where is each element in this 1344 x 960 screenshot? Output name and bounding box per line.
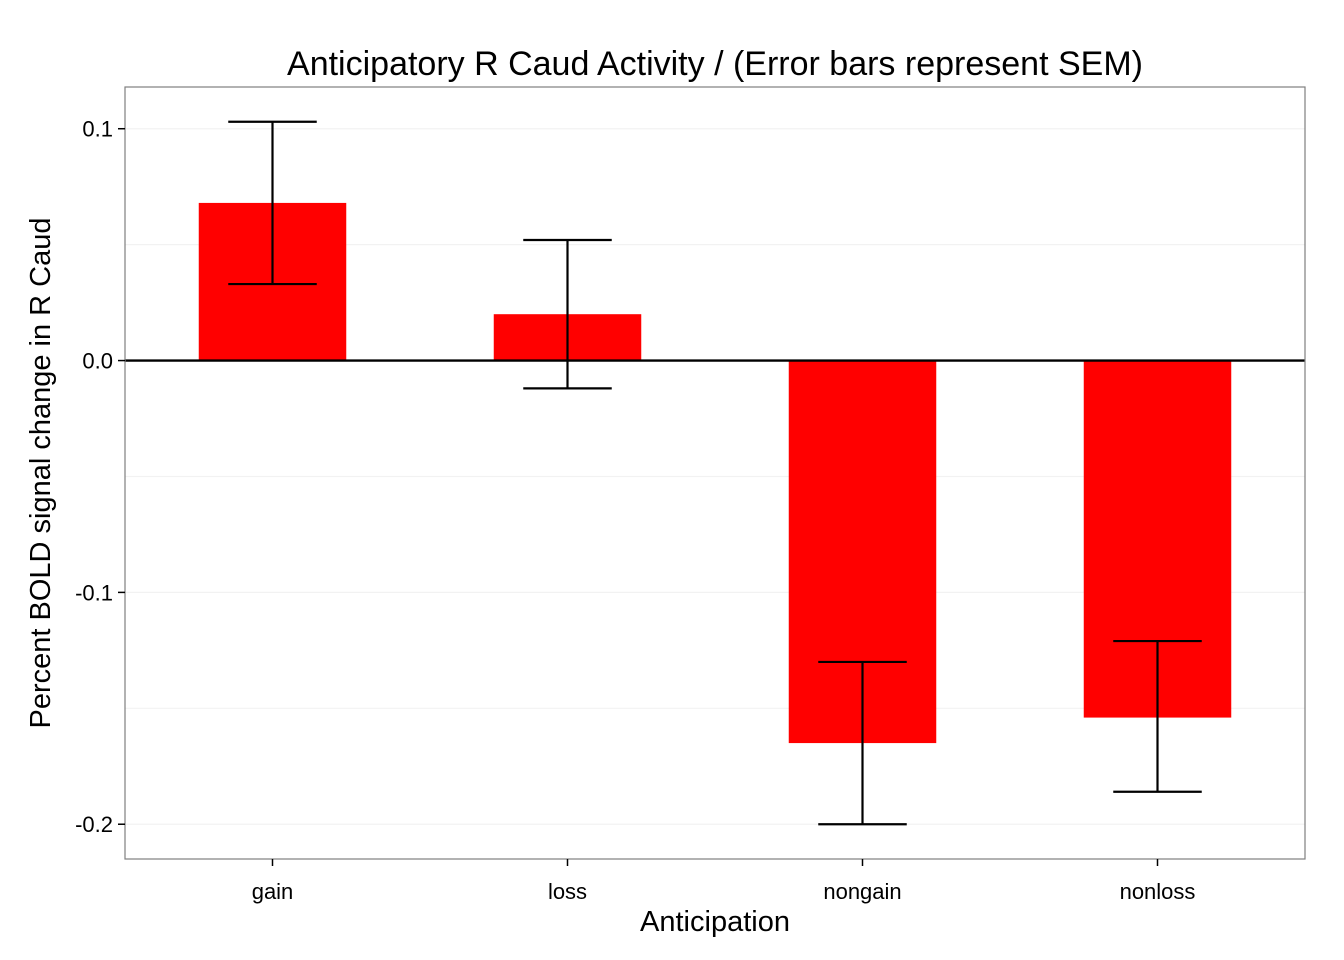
y-tick-label: -0.2 bbox=[75, 812, 113, 837]
x-tick-label-gain: gain bbox=[252, 879, 294, 904]
y-tick-label: -0.1 bbox=[75, 580, 113, 605]
y-tick-label: 0.1 bbox=[82, 117, 113, 142]
y-tick-label: 0.0 bbox=[82, 349, 113, 374]
x-tick-label-nongain: nongain bbox=[823, 879, 901, 904]
x-tick-label-nonloss: nonloss bbox=[1120, 879, 1196, 904]
x-axis-title: Anticipation bbox=[640, 906, 790, 938]
panel-border bbox=[124, 86, 1306, 860]
chart-title: Anticipatory R Caud Activity / (Error ba… bbox=[287, 45, 1143, 83]
y-axis-title: Percent BOLD signal change in R Caud bbox=[25, 217, 57, 728]
x-tick-label-loss: loss bbox=[548, 879, 587, 904]
